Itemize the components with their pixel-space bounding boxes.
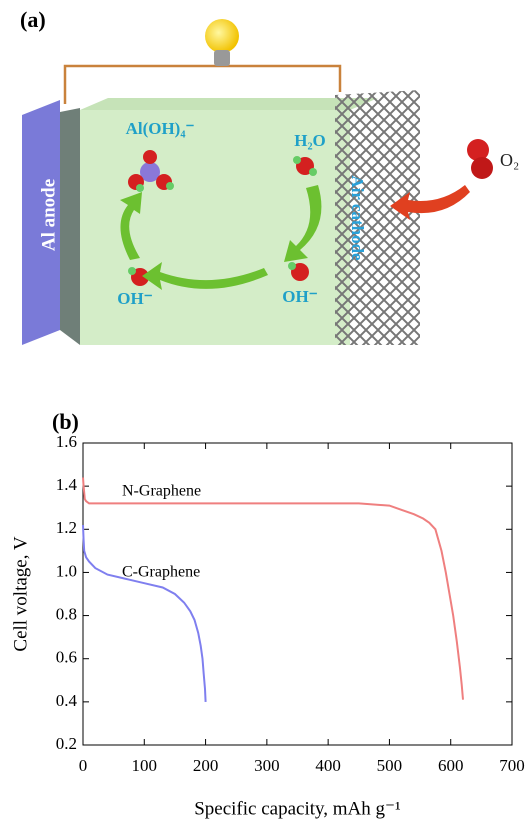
- series-line: [83, 478, 463, 700]
- oxygen-label: O₂: [500, 150, 519, 170]
- x-tick-label: 500: [377, 756, 403, 775]
- hydroxide-label: OH⁻: [117, 289, 152, 308]
- y-tick-label: 0.8: [56, 604, 77, 623]
- bulb-base: [214, 50, 230, 66]
- water-label: H₂O: [294, 131, 326, 150]
- cathode-label: Air cathode: [348, 175, 367, 261]
- y-tick-label: 1.4: [56, 475, 78, 494]
- series-line: [83, 525, 206, 702]
- x-tick-label: 300: [254, 756, 280, 775]
- panel-label: (b): [52, 409, 79, 434]
- x-tick-label: 0: [79, 756, 88, 775]
- anode-label: Al anode: [38, 179, 59, 251]
- y-tick-label: 0.4: [56, 691, 78, 710]
- y-tick-label: 1.0: [56, 561, 77, 580]
- x-tick-label: 700: [499, 756, 525, 775]
- series-label: N-Graphene: [122, 483, 201, 500]
- x-tick-label: 400: [315, 756, 341, 775]
- cell-top: [80, 98, 378, 110]
- panel-label: (a): [20, 7, 46, 32]
- series-label: C-Graphene: [122, 564, 200, 581]
- x-axis-label: Specific capacity, mAh g⁻¹: [194, 798, 401, 819]
- y-tick-label: 1.6: [56, 432, 77, 451]
- product-label: Al(OH)₄⁻: [126, 119, 195, 138]
- y-tick-label: 0.2: [56, 734, 77, 753]
- figure: (a) Al anode Air cathode Al(OH)₄⁻ H₂O O₂…: [0, 0, 531, 823]
- x-tick-label: 100: [132, 756, 158, 775]
- page: (a) Al anode Air cathode Al(OH)₄⁻ H₂O O₂…: [0, 0, 531, 823]
- hydroxide-label: OH⁻: [282, 287, 317, 306]
- x-tick-label: 600: [438, 756, 464, 775]
- bulb: [205, 19, 239, 53]
- y-tick-label: 0.6: [56, 648, 77, 667]
- y-tick-label: 1.2: [56, 518, 77, 537]
- anode-side: [60, 108, 80, 345]
- y-axis-label: Cell voltage, V: [10, 536, 31, 651]
- x-tick-label: 200: [193, 756, 219, 775]
